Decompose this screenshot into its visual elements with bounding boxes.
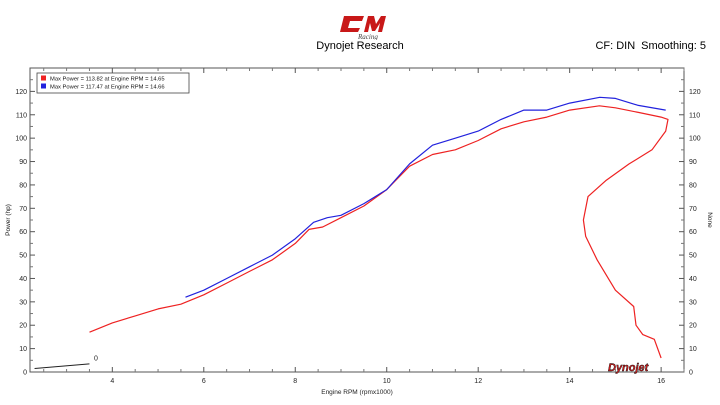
y-tick-label: 120 [15, 89, 27, 96]
run-marker-label: 0 [94, 355, 98, 362]
run-marker-line [34, 363, 90, 369]
y-tick-label: 30 [19, 299, 27, 306]
y-tick-label: 70 [19, 206, 27, 213]
y-tick-label-right: 0 [689, 370, 693, 377]
y-tick-label-right: 60 [689, 229, 697, 236]
y-axis-label-right: None [706, 212, 713, 228]
legend-box [36, 72, 190, 94]
y-tick-label-right: 10 [689, 346, 697, 353]
y-tick-label: 10 [19, 346, 27, 353]
series-line-2 [185, 96, 666, 298]
y-tick-label-right: 110 [689, 112, 700, 119]
cf-label: CF: DIN [595, 40, 636, 52]
y-tick-label: 60 [19, 229, 27, 236]
y-tick-label-right: 90 [689, 159, 697, 166]
y-tick-label-right: 20 [689, 323, 697, 330]
y-tick-label: 50 [19, 253, 27, 260]
x-tick-label: 14 [566, 378, 574, 385]
y-tick-label-right: 30 [689, 299, 697, 306]
svg-text:Racing: Racing [357, 33, 378, 40]
chart-title: Dynojet Research [316, 40, 404, 52]
y-tick-label: 0 [23, 370, 27, 377]
plot-frame [29, 67, 685, 373]
y-tick-label: 100 [15, 136, 27, 143]
legend-swatch [41, 75, 46, 81]
y-tick-label: 20 [19, 323, 27, 330]
y-tick-label-right: 120 [689, 89, 701, 96]
x-axis-label: Engine RPM (rpmx1000) [321, 389, 393, 396]
x-tick-label: 16 [657, 378, 665, 385]
y-tick-label: 80 [19, 182, 27, 189]
x-tick-label: 12 [474, 378, 482, 385]
y-tick-label-right: 80 [689, 182, 697, 189]
y-tick-label-right: 50 [689, 253, 697, 260]
legend-entry: Max Power = 117.47 at Engine RPM = 14.66 [50, 85, 165, 91]
y-tick-label: 90 [19, 159, 27, 166]
y-tick-label-right: 100 [689, 136, 701, 143]
legend-swatch [41, 83, 46, 89]
dynojet-logo: Dynojet [608, 362, 650, 374]
series-line-1 [89, 105, 669, 359]
y-tick-label-right: 70 [689, 206, 697, 213]
x-tick-label: 6 [202, 378, 206, 385]
y-axis-label: Power (hp) [5, 204, 12, 236]
x-tick-label: 10 [383, 378, 391, 385]
x-tick-label: 8 [293, 378, 297, 385]
y-tick-label: 110 [16, 112, 27, 119]
header-correction-info: CF: DIN Smoothing: 5 [595, 40, 706, 52]
y-tick-label-right: 40 [689, 276, 697, 283]
y-tick-label: 40 [19, 276, 27, 283]
cm-racing-logo: Racing [340, 16, 386, 40]
x-tick-label: 4 [110, 378, 114, 385]
smoothing-label: Smoothing: 5 [641, 40, 706, 52]
legend-entry: Max Power = 113.82 at Engine RPM = 14.65 [50, 77, 165, 83]
